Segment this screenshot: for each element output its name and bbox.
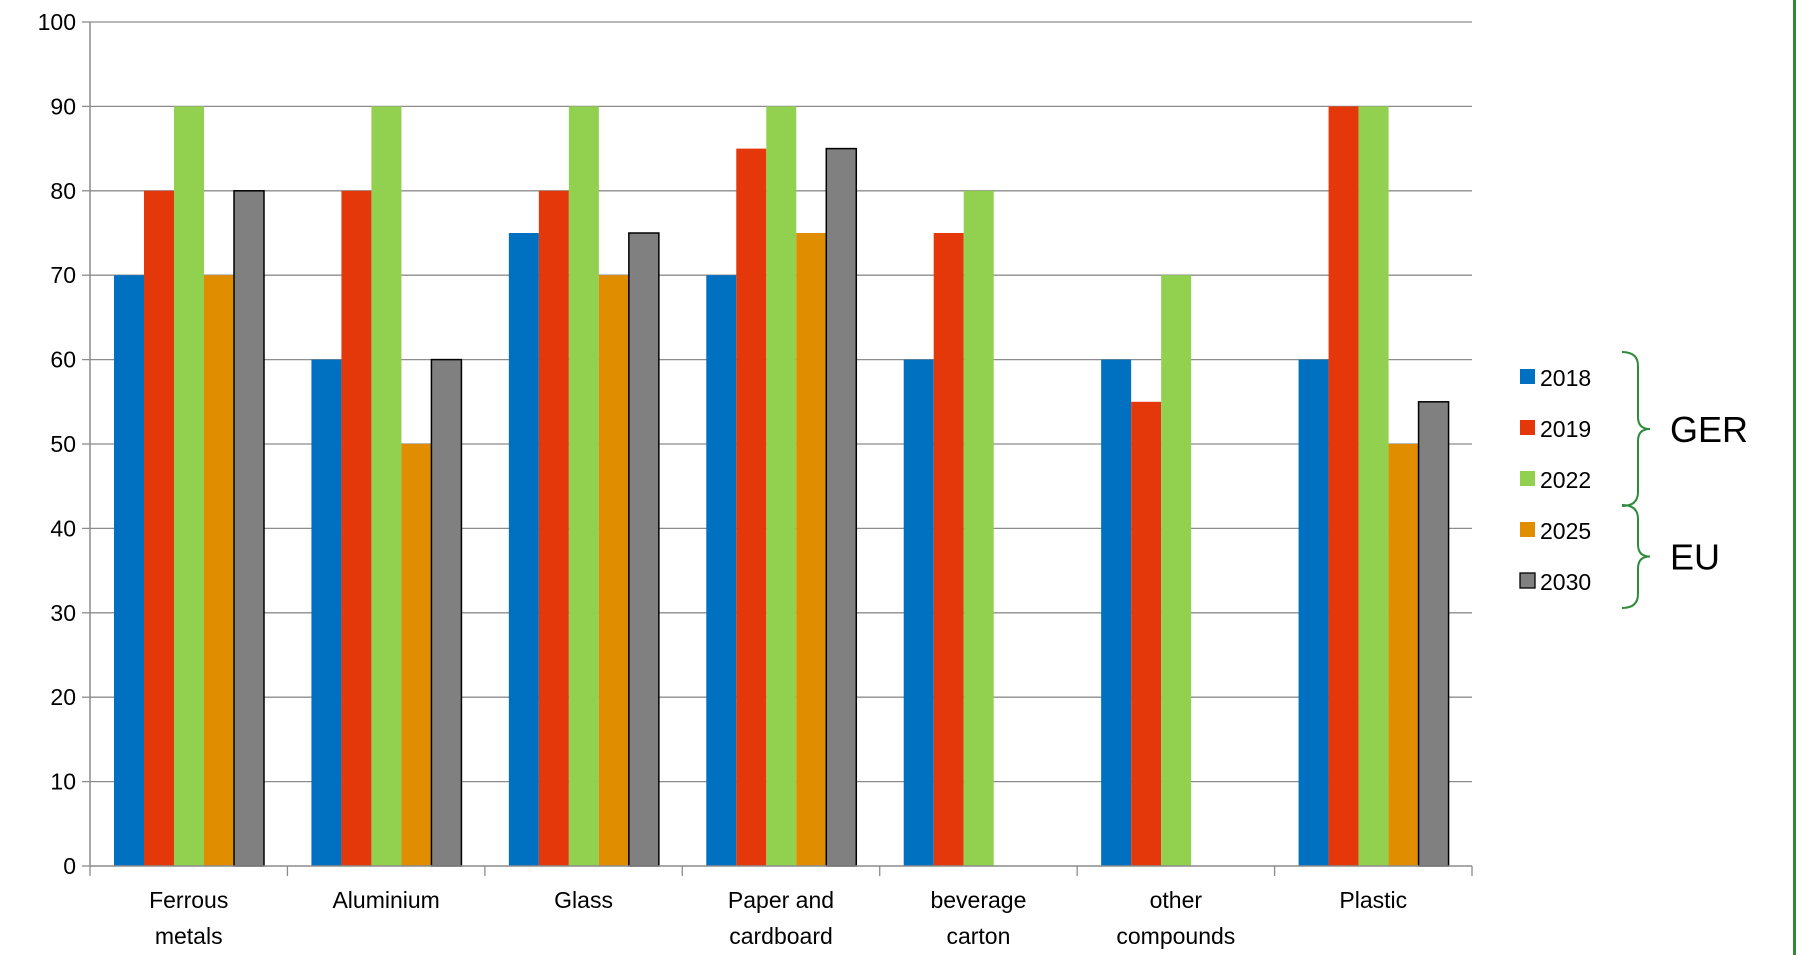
x-tick-label: Ferrous metals bbox=[149, 887, 228, 949]
legend-group-label-ger: GER bbox=[1670, 409, 1748, 450]
legend: 2018 2019 2022 2025 2030 GER EU bbox=[1519, 351, 1748, 609]
bar-2025-2 bbox=[598, 275, 629, 866]
bar-2025-1 bbox=[401, 444, 432, 866]
axes bbox=[82, 21, 1473, 876]
bar-2030-0 bbox=[233, 190, 265, 867]
bar-2019-4 bbox=[933, 233, 964, 866]
bar-2030-6 bbox=[1417, 401, 1450, 867]
bar-2019-5 bbox=[1131, 401, 1162, 866]
y-tick-label: 40 bbox=[50, 515, 76, 541]
legend-label-2025: 2025 bbox=[1540, 518, 1591, 544]
legend-group-label-eu: EU bbox=[1670, 537, 1720, 578]
bar-2022-1 bbox=[371, 106, 402, 866]
x-tick-label: beverage carton bbox=[930, 887, 1026, 949]
bar-2025-3 bbox=[796, 233, 827, 866]
bar-2018-2 bbox=[508, 233, 539, 866]
bar-2019-2 bbox=[538, 190, 569, 867]
bar-2018-4 bbox=[903, 359, 934, 866]
bar-2022-0 bbox=[174, 106, 204, 866]
bar-2022-6 bbox=[1358, 106, 1389, 866]
x-axis-tick-labels: Ferrous metals Aluminium Glass Paper and card… bbox=[149, 887, 1407, 949]
y-tick-label: 20 bbox=[50, 684, 76, 710]
bar-2019-3 bbox=[736, 148, 767, 867]
bar-2019-1 bbox=[341, 190, 372, 867]
legend-label-2022: 2022 bbox=[1540, 467, 1591, 493]
y-axis-tick-labels: 0 10 20 30 40 50 60 70 80 90 100 bbox=[38, 9, 76, 879]
legend-label-2030: 2030 bbox=[1540, 569, 1591, 595]
x-tick-label: Glass bbox=[554, 887, 613, 913]
bar-2022-3 bbox=[766, 106, 797, 866]
bar-2018-0 bbox=[114, 275, 144, 866]
y-tick-label: 0 bbox=[63, 853, 76, 879]
legend-label-2019: 2019 bbox=[1540, 416, 1591, 442]
bar-2018-6 bbox=[1298, 359, 1329, 866]
bar-2030-3 bbox=[825, 147, 858, 867]
y-tick-label: 60 bbox=[50, 347, 76, 373]
y-tick-label: 50 bbox=[50, 431, 76, 457]
bar-2018-3 bbox=[706, 275, 737, 866]
bar-2025-0 bbox=[204, 275, 234, 866]
legend-swatch-2030 bbox=[1519, 572, 1536, 589]
y-tick-label: 100 bbox=[38, 9, 76, 35]
legend-label-2018: 2018 bbox=[1540, 365, 1591, 391]
legend-swatch-2018 bbox=[1520, 369, 1535, 384]
legend-swatch-2019 bbox=[1520, 420, 1535, 435]
bar-2022-4 bbox=[963, 190, 994, 867]
bar-2025-6 bbox=[1388, 444, 1419, 866]
bar-2022-5 bbox=[1161, 275, 1192, 866]
y-tick-label: 70 bbox=[50, 262, 76, 288]
y-tick-label: 90 bbox=[50, 93, 76, 119]
frame-border bbox=[1793, 0, 1802, 955]
legend-group-bracket bbox=[1621, 504, 1651, 609]
x-tick-label: other compounds bbox=[1116, 887, 1235, 949]
y-tick-label: 80 bbox=[50, 178, 76, 204]
bar-2019-0 bbox=[144, 190, 174, 867]
bar-2018-1 bbox=[311, 359, 342, 866]
legend-swatch-2022 bbox=[1520, 471, 1535, 486]
legend-group-bracket bbox=[1621, 351, 1651, 507]
bars bbox=[114, 106, 1450, 867]
bar-2030-2 bbox=[628, 232, 660, 867]
bar-2018-5 bbox=[1101, 359, 1132, 866]
legend-swatch-2025 bbox=[1520, 522, 1535, 537]
x-tick-label: Aluminium bbox=[332, 887, 439, 913]
bar-2022-2 bbox=[568, 106, 599, 866]
bar-2019-6 bbox=[1328, 106, 1359, 866]
x-tick-label: Paper and cardboard bbox=[728, 887, 834, 949]
y-tick-label: 10 bbox=[50, 769, 76, 795]
y-tick-label: 30 bbox=[50, 600, 76, 626]
x-tick-label: Plastic bbox=[1339, 887, 1407, 913]
bar-2030-1 bbox=[430, 358, 463, 867]
